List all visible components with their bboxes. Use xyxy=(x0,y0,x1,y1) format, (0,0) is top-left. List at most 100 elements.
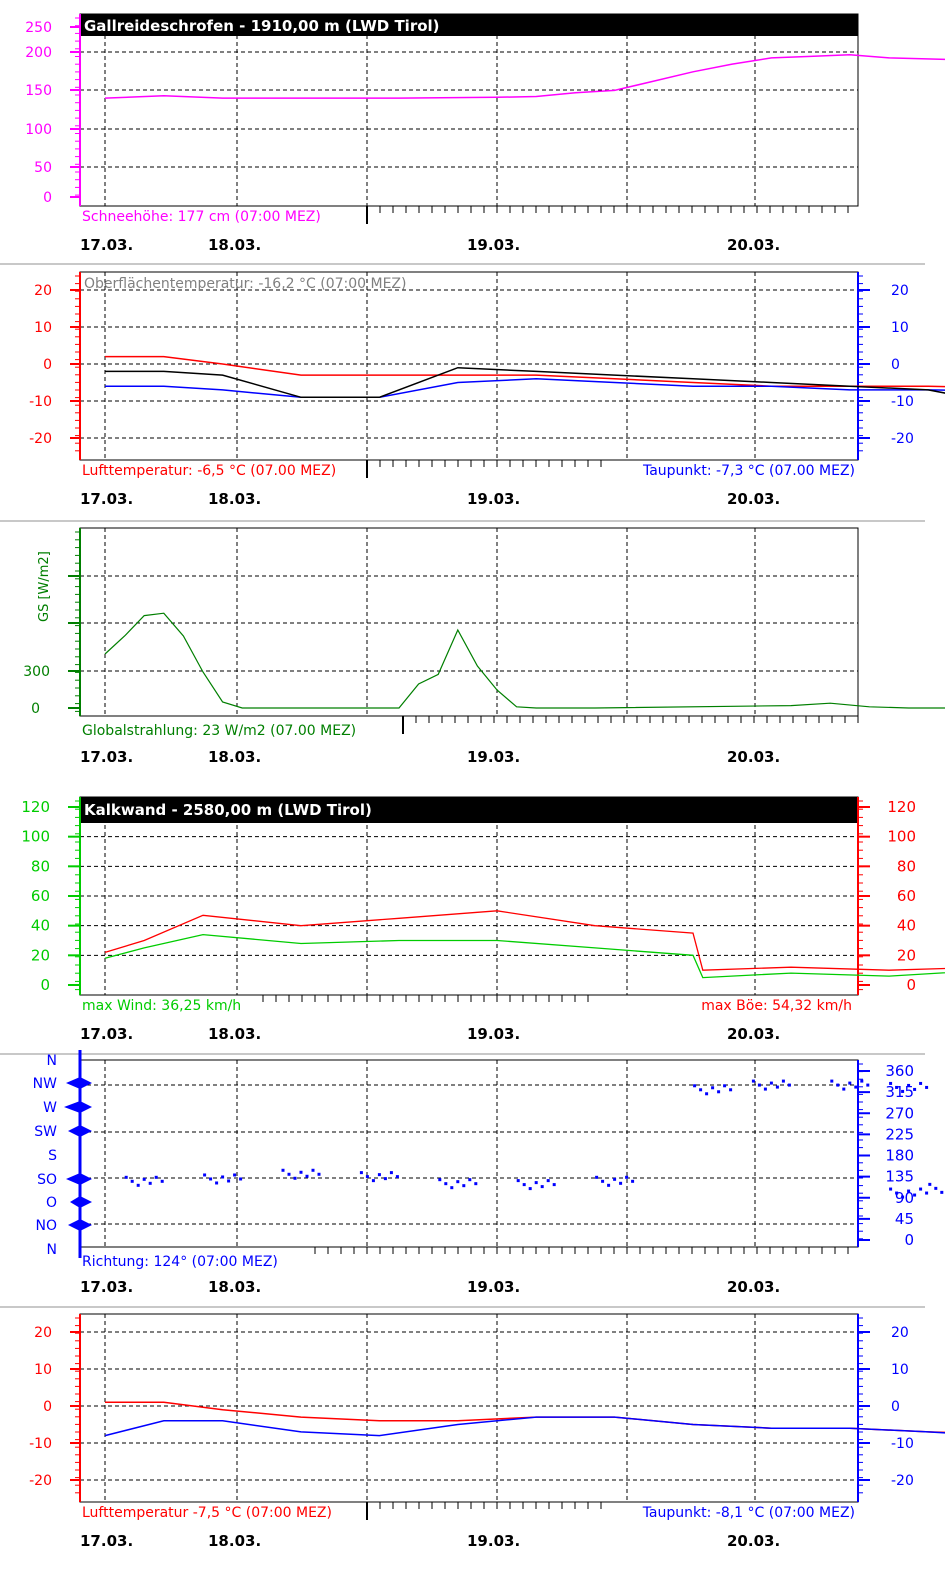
surface-temp-label: Oberflächentemperatur: -16,2 °C (07:00 M… xyxy=(84,276,406,292)
y-tick-label: 0 xyxy=(43,190,52,206)
compass-label: S xyxy=(48,1148,57,1164)
direction-point xyxy=(522,1183,526,1187)
direction-point xyxy=(456,1180,460,1184)
date-tick-label: 17.03. xyxy=(80,236,133,254)
direction-point xyxy=(613,1177,617,1181)
max-gust-label: max Böe: 54,32 km/h xyxy=(701,998,852,1014)
direction-point xyxy=(305,1174,309,1178)
wind-rose-spike xyxy=(68,1219,92,1231)
direction-point xyxy=(130,1179,134,1183)
direction-point xyxy=(763,1087,767,1091)
panel-wind: Kalkwand - 2580,00 m (LWD Tirol) 120 120 10… xyxy=(21,796,945,1043)
y-tick-label: 80 xyxy=(31,857,50,875)
y-tick-label-right: 80 xyxy=(897,857,916,875)
date-tick-label: 17.03. xyxy=(80,748,133,766)
y-tick-label-right: 90 xyxy=(895,1189,914,1207)
direction-point xyxy=(209,1177,213,1181)
wind-rose-spike xyxy=(70,1196,92,1208)
compass-label: SW xyxy=(34,1124,57,1140)
date-tick-label: 19.03. xyxy=(467,1278,520,1296)
wind-rose-spike xyxy=(68,1125,92,1137)
y-tick-label-right: 100 xyxy=(887,828,916,846)
y-tick-label: 10 xyxy=(34,320,52,336)
wind-rose-spike xyxy=(66,1173,92,1185)
date-tick-label: 20.03. xyxy=(727,490,780,508)
date-tick-label: 20.03. xyxy=(727,1532,780,1550)
direction-point xyxy=(889,1187,893,1191)
y-tick-label-right: -20 xyxy=(891,431,914,447)
direction-point xyxy=(913,1087,917,1091)
direction-point xyxy=(516,1179,520,1183)
direction-point xyxy=(311,1168,315,1172)
compass-label: SO xyxy=(37,1172,57,1188)
direction-point xyxy=(281,1168,285,1172)
direction-point xyxy=(383,1177,387,1181)
y-tick-label: 0 xyxy=(43,357,52,373)
direction-point xyxy=(619,1181,623,1185)
direction-point xyxy=(221,1175,225,1179)
y-tick-label: 0 xyxy=(31,701,40,717)
direction-point xyxy=(595,1175,599,1179)
direction-point xyxy=(889,1081,893,1085)
series-line-schneehoehe xyxy=(104,54,945,99)
panel-temperature-kalkwand: 20 10 0 -10 -20 20 10 0 -10 -20 Lufttemperatur -7,… xyxy=(29,1313,945,1550)
y-axis-title: GS [W/m2] xyxy=(37,551,52,622)
air-temp-label: Lufttemperatur -7,5 °C (07:00 MEZ) xyxy=(82,1505,332,1521)
direction-point xyxy=(317,1172,321,1176)
direction-point xyxy=(203,1173,207,1177)
y-tick-label-right: 0 xyxy=(906,976,916,994)
direction-point xyxy=(705,1092,709,1096)
y-tick-label-right: 20 xyxy=(897,946,916,964)
date-tick-label: 19.03. xyxy=(467,1532,520,1550)
direction-point xyxy=(901,1089,905,1093)
panel-wind-direction: N NW W SW S SO O NO N 360 315 270 225 180 135 90 45 0 Rich… xyxy=(33,1050,944,1296)
y-tick-label-right: -10 xyxy=(891,394,914,410)
direction-point xyxy=(546,1179,550,1183)
dewpoint-label: Taupunkt: -7,3 °C (07.00 MEZ) xyxy=(642,463,855,479)
direction-point xyxy=(631,1179,635,1183)
direction-point xyxy=(913,1193,917,1197)
y-tick-label: 20 xyxy=(34,1325,52,1341)
direction-point xyxy=(233,1173,237,1177)
direction-point xyxy=(395,1175,399,1179)
direction-point xyxy=(699,1088,703,1092)
direction-point xyxy=(474,1182,478,1186)
compass-label: NO xyxy=(36,1218,58,1234)
panel-temperature-gallreideschrofen: 20 10 0 -10 -20 20 10 0 -10 -20 Oberflächentempera… xyxy=(29,271,945,508)
y-tick-label-right: 180 xyxy=(885,1147,914,1165)
direction-point xyxy=(717,1090,721,1094)
date-tick-label: 18.03. xyxy=(208,1532,261,1550)
plot-area xyxy=(79,271,859,461)
y-tick-label: 50 xyxy=(34,160,52,176)
direction-point xyxy=(444,1182,448,1186)
direction-point xyxy=(528,1187,532,1191)
y-tick-label-right: 270 xyxy=(885,1104,914,1122)
direction-point xyxy=(693,1084,697,1088)
direction-point xyxy=(830,1079,834,1083)
direction-point xyxy=(607,1183,611,1187)
direction-point xyxy=(775,1085,779,1089)
y-tick-label-right: 45 xyxy=(895,1210,914,1228)
panel-radiation: 300 0 GS [W/m2] Globalstrahlung: 23 W/m2 (0… xyxy=(23,527,945,766)
date-tick-label: 19.03. xyxy=(467,1025,520,1043)
direction-point xyxy=(907,1083,911,1087)
plot-area xyxy=(79,527,859,717)
y-tick-label-right: 20 xyxy=(891,1325,909,1341)
date-tick-label: 18.03. xyxy=(208,1278,261,1296)
y-tick-label-right: 315 xyxy=(885,1083,914,1101)
series-line-max-wind xyxy=(104,933,945,979)
direction-point xyxy=(287,1172,291,1176)
direction-point xyxy=(940,1190,944,1194)
date-tick-label: 20.03. xyxy=(727,1025,780,1043)
direction-point xyxy=(438,1178,442,1182)
y-tick-label: 20 xyxy=(31,946,50,964)
compass-label: NW xyxy=(33,1076,57,1092)
y-tick-label: -10 xyxy=(29,1436,52,1452)
y-tick-label-right: 0 xyxy=(904,1231,914,1249)
y-tick-label-right: -20 xyxy=(891,1473,914,1489)
date-tick-label: 17.03. xyxy=(80,1532,133,1550)
date-tick-label: 19.03. xyxy=(467,490,520,508)
date-tick-label: 18.03. xyxy=(208,1025,261,1043)
direction-point xyxy=(154,1175,158,1179)
